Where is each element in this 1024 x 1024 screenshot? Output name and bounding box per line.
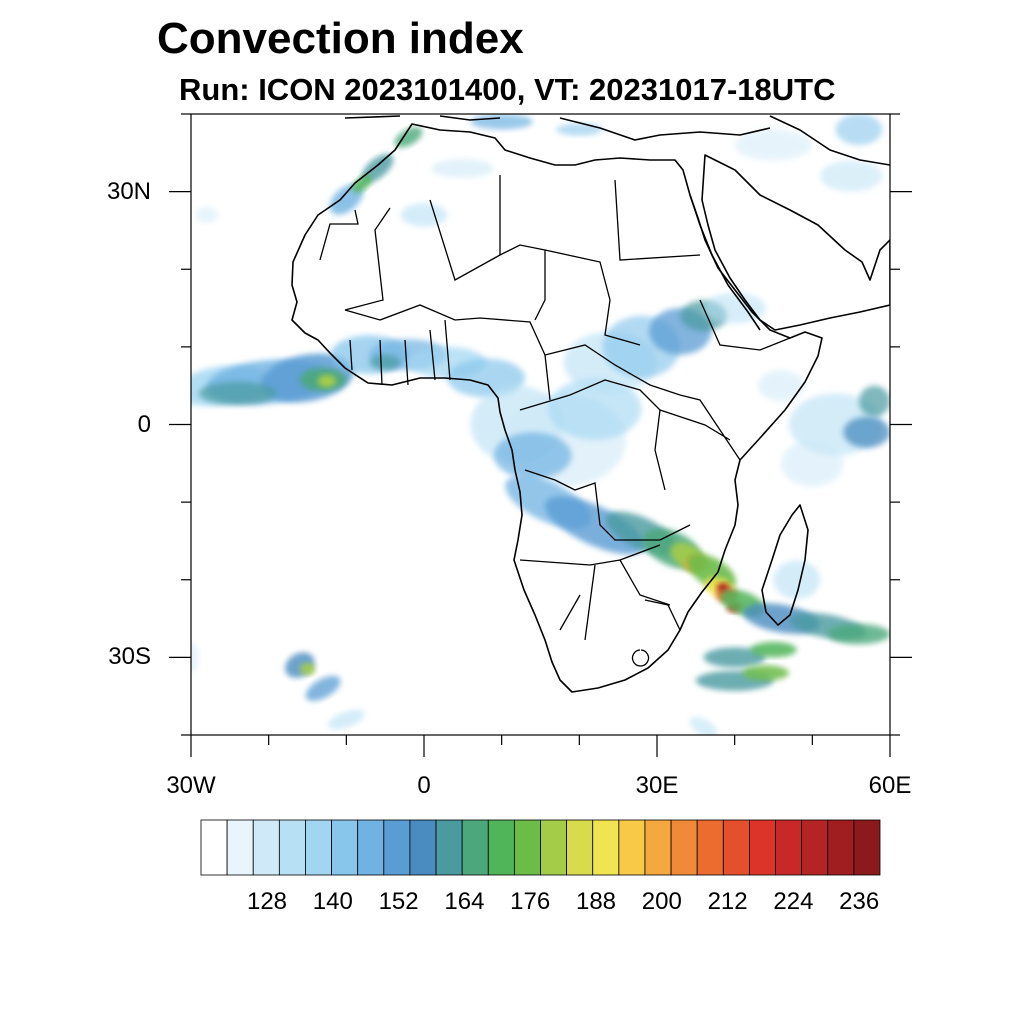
colorbar-swatch (749, 819, 776, 876)
border-sahara (429, 175, 701, 321)
convection-cell (299, 662, 316, 676)
convection-cell (470, 114, 533, 130)
colorbar-swatch (226, 819, 254, 876)
colorbar-swatch (592, 819, 620, 876)
colorbar-swatch (383, 819, 411, 876)
convection-cell (781, 440, 844, 487)
colorbar-swatch (461, 819, 489, 876)
colorbar-label: 128 (246, 888, 288, 915)
border-central (519, 299, 666, 491)
colorbar-swatch (540, 819, 568, 876)
convection-cell (858, 385, 890, 417)
colorbar-swatch (252, 819, 280, 876)
convection-cell (431, 159, 494, 178)
chart-title: Convection index (157, 14, 524, 63)
colorbar-label: 236 (839, 888, 880, 915)
border-east (659, 299, 791, 461)
axis-ticks (169, 113, 912, 757)
x-tick-label: 30E (635, 772, 679, 799)
y-tick-label: 30N (106, 177, 151, 205)
convection-cell (191, 641, 199, 673)
convection-cell (198, 381, 277, 406)
colorbar-swatch (644, 819, 672, 876)
convection-cell (317, 374, 337, 388)
red-sea-coast (689, 194, 761, 331)
convection-cell (194, 207, 219, 223)
colorbar-label: 200 (641, 888, 682, 915)
border-southern (559, 594, 681, 667)
colorbar-label: 188 (575, 888, 617, 915)
colorbar-label: 164 (444, 888, 485, 915)
colorbar (200, 819, 881, 876)
convection-cell (352, 174, 372, 193)
convection-cell (327, 709, 365, 730)
colorbar-label: 212 (707, 888, 748, 915)
colorbar-swatch (513, 819, 541, 876)
europe-coastline (344, 115, 890, 166)
convection-cell (400, 203, 448, 227)
convection-cell (734, 129, 813, 161)
convection-cell (835, 114, 883, 146)
africa-coastline (291, 123, 823, 693)
convection-cell (556, 123, 603, 136)
coastlines (291, 115, 890, 693)
convection-field (191, 114, 890, 735)
convection-cell (827, 623, 890, 645)
y-tick-label: 30S (108, 643, 151, 671)
colorbar-swatch (200, 819, 228, 876)
country-borders (319, 175, 791, 667)
colorbar-label: 176 (510, 888, 551, 915)
colorbar-swatch (435, 819, 463, 876)
colorbar-swatch (801, 819, 829, 876)
convection-cell (757, 370, 805, 402)
colorbar-swatch (566, 819, 594, 876)
colorbar-label: 152 (378, 888, 419, 915)
colorbar-swatch (278, 819, 306, 876)
border-maghreb (319, 207, 391, 311)
convection-cell (742, 665, 790, 681)
colorbar-swatch (618, 819, 646, 876)
colorbar-swatch (331, 819, 359, 876)
colorbar-label: 224 (773, 888, 814, 915)
convection-cell (820, 160, 883, 192)
colorbar-swatch (487, 819, 515, 876)
convection-cell (548, 377, 642, 441)
colorbar-swatch (827, 819, 855, 876)
chart-subtitle: Run: ICON 2023101400, VT: 20231017-18UTC (179, 72, 836, 107)
border-sahel (344, 304, 681, 396)
convection-cell (843, 416, 890, 448)
colorbar-swatch (409, 819, 437, 876)
colorbar-swatch (670, 819, 698, 876)
convection-cell (369, 354, 401, 371)
y-tick-label: 0 (137, 410, 151, 438)
colorbar-swatch (775, 819, 803, 876)
colorbar-swatch (696, 819, 724, 876)
colorbar-label: 140 (312, 888, 353, 915)
arabia-coastline (701, 154, 890, 331)
convection-cell (773, 560, 821, 600)
colorbar-swatch (305, 819, 332, 876)
colorbar-swatch (722, 819, 750, 876)
x-tick-label: 30W (166, 772, 216, 799)
convection-cell (750, 641, 797, 658)
convection-cell (493, 432, 572, 479)
convection-cell (703, 292, 766, 324)
colorbar-swatch (853, 819, 881, 876)
x-tick-label: 60E (868, 772, 912, 799)
convection-cell (305, 675, 341, 702)
madagascar-coastline (761, 504, 809, 626)
border-westafrica (349, 319, 451, 386)
colorbar-swatch (357, 819, 385, 876)
convection-cell (703, 647, 766, 668)
convection-cell (716, 582, 730, 593)
convection-cell (394, 127, 423, 148)
convection-cell (689, 716, 718, 735)
x-tick-label: 0 (417, 772, 431, 799)
border-south-central (519, 469, 691, 641)
